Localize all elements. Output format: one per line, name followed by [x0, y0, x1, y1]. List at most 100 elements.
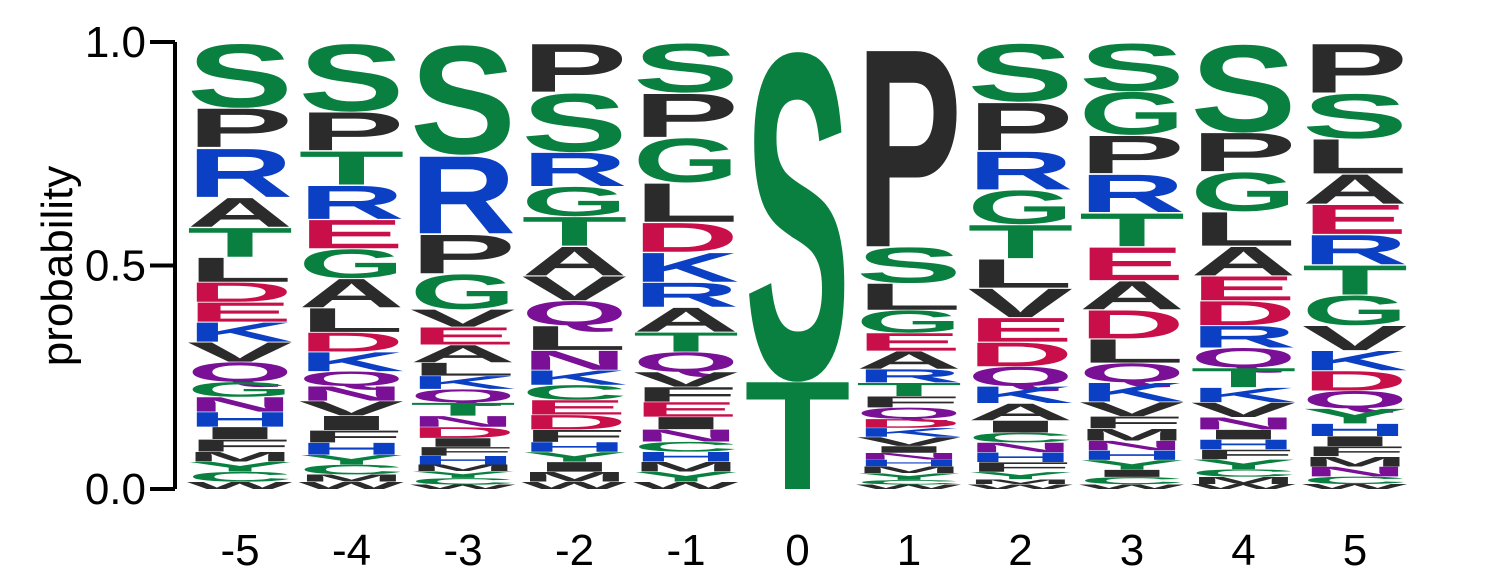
logo-letter-F: F [522, 426, 628, 445]
logo-letter-V: V [1191, 398, 1297, 421]
logo-letter-C: C [522, 381, 628, 404]
logo-letter-K: K [299, 347, 405, 378]
logo-letter-S: S [410, 14, 516, 186]
logo-letter-F: F [1079, 413, 1185, 432]
logo-letter-H: H [968, 450, 1074, 465]
logo-letter-L: L [856, 275, 962, 317]
logo-letter-E: E [1079, 237, 1185, 290]
logo-letter-K: K [522, 366, 628, 389]
logo-letter-I: I [522, 459, 628, 474]
logo-letter-R: R [1079, 164, 1185, 224]
logo-letter-L: L [633, 172, 739, 234]
logo-letter-A: A [968, 399, 1074, 426]
logo-letter-G: G [1079, 80, 1185, 147]
logo-letter-T: T [1191, 363, 1297, 394]
logo-letter-W: W [522, 480, 628, 492]
logo-letter-M: M [856, 465, 962, 476]
logo-letter-Q: Q [410, 385, 516, 406]
x-tick-label: 1 [897, 526, 921, 575]
logo-letter-P: P [1191, 121, 1297, 183]
logo-letter-N: N [968, 440, 1074, 455]
logo-letter-M: M [410, 463, 516, 473]
x-tick-label: 0 [785, 526, 809, 575]
logo-letter-N: N [187, 393, 293, 416]
logo-letter-N: N [1079, 438, 1185, 453]
logo-letter-T: T [187, 219, 293, 266]
letter-stacks: SPRATLDEKVQGNHIFMYCWSPTREGALDKQNVIFHYCMW… [187, 0, 1408, 522]
logo-letter-F: F [299, 427, 405, 446]
logo-letter-F: F [410, 445, 516, 459]
logo-letter-G: G [968, 181, 1074, 234]
logo-letter-T: T [633, 327, 739, 358]
logo-letter-K: K [633, 244, 739, 291]
logo-letter-L: L [1079, 332, 1185, 370]
logo-letter-D: D [968, 335, 1074, 373]
logo-letter-R: R [187, 135, 293, 212]
logo-letter-V: V [299, 397, 405, 420]
logo-letter-K: K [968, 382, 1074, 409]
logo-letter-C: C [1302, 475, 1408, 487]
logo-letter-Q: Q [1079, 358, 1185, 388]
logo-letter-Q: Q [299, 367, 405, 390]
logo-letter-C: C [410, 476, 516, 486]
logo-letter-D: D [299, 327, 405, 358]
logo-letter-R: R [968, 141, 1074, 202]
logo-letter-K: K [1191, 384, 1297, 407]
logo-letter-L: L [187, 250, 293, 289]
logo-letter-Y: Y [1302, 404, 1408, 428]
logo-letter-F: F [968, 460, 1074, 475]
logo-letter-T: T [968, 215, 1074, 268]
logo-letter-C: C [968, 430, 1074, 445]
y-axis-label: probability [33, 166, 82, 367]
logo-letter-L: L [968, 251, 1074, 297]
logo-letter-C: C [856, 479, 962, 486]
logo-letter-G: G [187, 378, 293, 401]
logo-letter-W: W [1302, 483, 1408, 491]
logo-letter-V: V [1302, 319, 1408, 358]
logo-letter-L: L [522, 319, 628, 358]
logo-letter-A: A [1302, 165, 1408, 212]
logo-letter-M: M [1191, 475, 1297, 487]
logo-letter-Y: Y [968, 470, 1074, 481]
logo-letter-V: V [968, 280, 1074, 326]
logo-letter-W: W [410, 483, 516, 490]
logo-letter-P: P [633, 81, 739, 151]
logo-letter-I: I [1079, 468, 1185, 479]
x-tick-label: 2 [1008, 526, 1032, 575]
logo-letter-A: A [1079, 273, 1185, 318]
logo-letter-E: E [410, 322, 516, 350]
logo-letter-M: M [299, 472, 405, 483]
x-tick-label: -1 [666, 526, 705, 575]
logo-letter-S: S [522, 76, 628, 169]
logo-letter-P: P [187, 97, 293, 159]
logo-letter-D: D [410, 424, 516, 441]
x-tick-label: 4 [1231, 526, 1255, 575]
logo-letter-K: K [1079, 377, 1185, 407]
x-tick-label: -4 [332, 526, 371, 575]
logo-letter-H: H [187, 408, 293, 431]
logo-letter-W: W [1079, 483, 1185, 491]
logo-letter-A: A [522, 238, 628, 284]
logo-letter-A: A [1191, 238, 1297, 284]
logo-letter-H: H [410, 454, 516, 468]
logo-letter-T: T [1302, 257, 1408, 304]
logo-letter-I: I [633, 413, 739, 432]
logo-letter-K: K [410, 372, 516, 393]
x-ticks: -5 -4 -3 -2 -1 0 1 2 3 4 5 [220, 526, 1367, 575]
logo-letter-P: P [299, 101, 405, 162]
logo-letter-Y: Y [1191, 457, 1297, 472]
logo-letter-Y: Y [633, 469, 739, 484]
logo-letter-G: G [1302, 287, 1408, 334]
logo-letter-D: D [1302, 365, 1408, 396]
logo-letter-Q: Q [522, 294, 628, 333]
y-tick-label: 0.0 [85, 465, 146, 514]
logo-letter-R: R [633, 275, 739, 314]
logo-letter-A: A [633, 300, 739, 339]
logo-letter-E: E [856, 328, 962, 356]
logo-letter-I: I [1302, 433, 1408, 449]
logo-letter-M: M [187, 449, 293, 464]
logo-letter-R: R [1302, 226, 1408, 273]
logo-letter-S: S [1302, 81, 1408, 151]
logo-letter-D: D [187, 277, 293, 308]
